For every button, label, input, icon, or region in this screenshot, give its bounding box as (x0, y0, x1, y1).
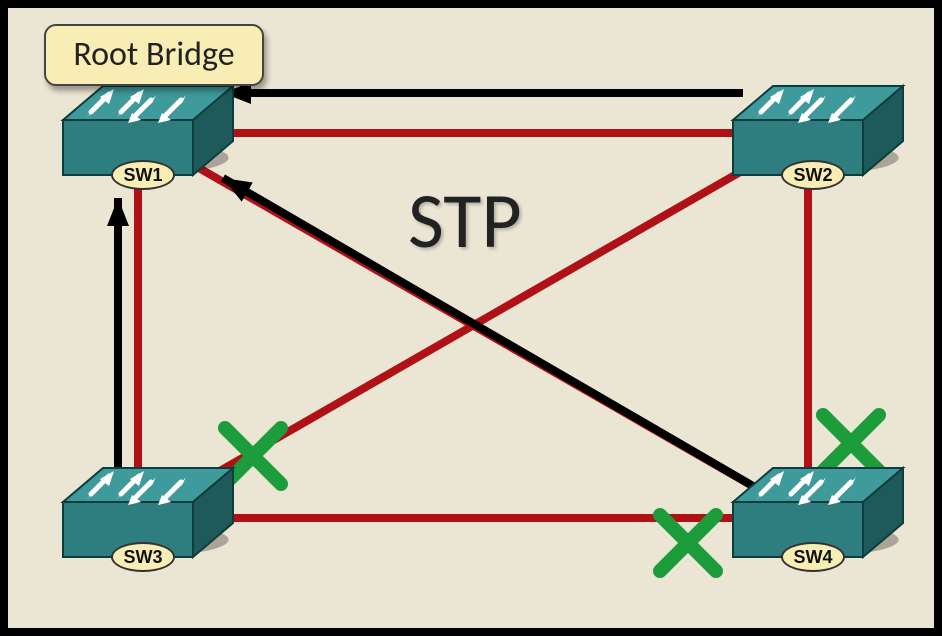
diagram-frame: { "title": { "text": "STP", "font_size_p… (0, 0, 942, 636)
diagram-title: STP (408, 173, 522, 268)
switch-label-sw1: SW1 (111, 160, 175, 190)
switch-label-sw4: SW4 (781, 542, 845, 572)
root-bridge-badge: Root Bridge (44, 24, 264, 86)
switch-label-sw3: SW3 (111, 542, 175, 572)
switch-label-sw2: SW2 (781, 160, 845, 190)
svg-layer (8, 8, 934, 628)
